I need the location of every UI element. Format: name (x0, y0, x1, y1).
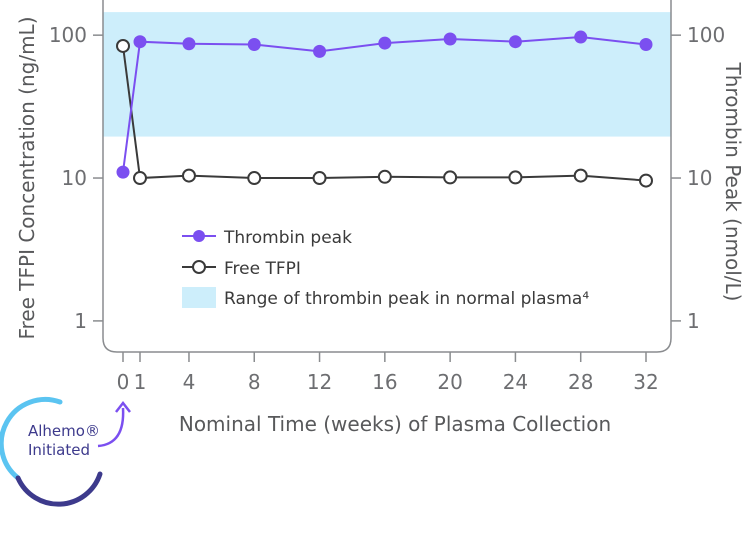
series-0-point-4 (313, 44, 327, 58)
plot-frame (102, 0, 672, 353)
badge-line2: Initiated (28, 441, 90, 459)
series-1-point-3 (247, 171, 262, 186)
series-1-point-0 (116, 38, 130, 53)
legend-tfpi-marker (192, 260, 206, 274)
x-tick-label-1: 1 (134, 370, 147, 394)
legend: Thrombin peak Free TFPI Range of thrombi… (182, 228, 589, 309)
legend-thrombin-label: Thrombin peak (223, 228, 352, 248)
series-1-point-8 (573, 168, 588, 183)
y-axis-left-title: Free TFPI Concentration (ng/mL) (15, 16, 39, 339)
x-tick-label-8: 28 (568, 370, 593, 394)
x-tick-label-3: 8 (248, 370, 261, 394)
series-0-point-1 (133, 35, 147, 49)
badge-line1: Alhemo® (28, 422, 100, 440)
y-left-tick-label-1: 10 (62, 166, 87, 190)
legend-band-swatch (182, 287, 216, 308)
series-layer (116, 30, 653, 188)
x-tick-label-9: 32 (633, 370, 658, 394)
legend-tfpi-label: Free TFPI (224, 259, 301, 279)
series-1-point-9 (639, 173, 653, 188)
series-1-point-1 (133, 171, 147, 186)
x-axis-title: Nominal Time (weeks) of Plasma Collectio… (179, 412, 611, 436)
x-tick-label-2: 4 (183, 370, 196, 394)
alhemo-initiated-badge: Alhemo® Initiated (0, 396, 103, 507)
series-1-point-4 (312, 171, 327, 186)
series-line-1 (122, 45, 647, 182)
initiation-arrowhead (115, 400, 131, 413)
badge-ring-dark (15, 471, 103, 507)
series-0-point-5 (378, 36, 392, 50)
plot-frame-line (102, 0, 672, 353)
normal-range-band-layer (103, 12, 671, 137)
x-tick-label-5: 16 (372, 370, 397, 394)
series-0-point-3 (247, 38, 261, 52)
series-1-point-7 (508, 170, 523, 185)
series-0-point-6 (443, 32, 457, 46)
series-0-point-0 (116, 165, 130, 179)
normal-range-band (103, 12, 671, 137)
y-left-tick-label-0: 1 (74, 309, 87, 333)
initiation-arrow (97, 407, 125, 448)
series-0-point-8 (574, 30, 588, 44)
series-0-point-9 (639, 38, 653, 52)
y-right-tick-label-1: 10 (687, 166, 712, 190)
series-1-point-2 (181, 168, 196, 183)
x-tick-label-6: 20 (437, 370, 462, 394)
y-axis-ticks: 1 1 10 10 100 100 (49, 23, 725, 333)
series-0-point-7 (508, 35, 522, 49)
y-right-tick-label-2: 100 (687, 23, 725, 47)
x-axis-ticks: 0 1 4 8 12 16 20 24 28 32 (117, 352, 659, 394)
y-axis-right-title: Thrombin Peak (nmol/L) (721, 62, 745, 302)
series-0-point-2 (182, 37, 196, 51)
x-tick-label-7: 24 (503, 370, 528, 394)
y-left-tick-label-2: 100 (49, 23, 87, 47)
series-1-point-5 (377, 169, 392, 184)
series-1-point-6 (443, 170, 458, 185)
x-tick-label-4: 12 (307, 370, 332, 394)
series-line-0 (122, 36, 647, 173)
y-right-tick-label-0: 1 (687, 309, 700, 333)
badge-ring-light (0, 396, 63, 481)
legend-thrombin-marker (193, 230, 205, 242)
x-tick-label-0: 0 (117, 370, 130, 394)
legend-band-label: Range of thrombin peak in normal plasma⁴ (224, 289, 589, 309)
